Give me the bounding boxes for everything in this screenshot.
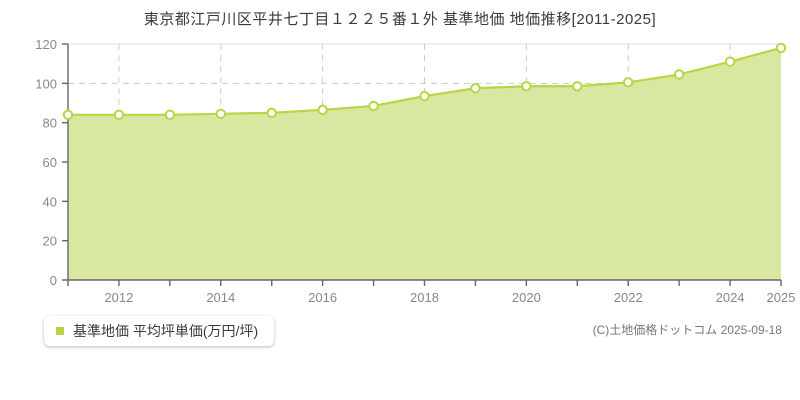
legend-swatch-icon: [56, 327, 64, 335]
chart-legend[interactable]: 基準地価 平均坪単価(万円/坪): [44, 316, 275, 346]
data-point-marker[interactable]: [521, 81, 532, 92]
y-axis-tick-label: 80: [43, 116, 57, 131]
x-axis-tick-label: 2016: [308, 290, 337, 305]
data-point-marker[interactable]: [775, 42, 787, 54]
data-point-marker[interactable]: [572, 81, 583, 92]
x-axis-tick-label: 2012: [104, 290, 133, 305]
data-point-marker[interactable]: [623, 77, 634, 88]
y-axis-tick-label: 120: [35, 37, 57, 52]
data-point-marker[interactable]: [164, 109, 176, 121]
x-axis-tick-label: 2014: [206, 290, 235, 305]
legend-series-label: 基準地価 平均坪単価(万円/坪): [73, 323, 259, 339]
x-axis-tick-label: 2022: [614, 290, 643, 305]
copyright-credit: (C)土地価格ドットコム 2025-09-18: [592, 323, 782, 337]
series-area-fill: [68, 47, 781, 281]
y-axis-tick-label: 20: [43, 234, 57, 249]
y-axis-tick-label: 0: [50, 273, 57, 288]
x-axis-tick-label: 2018: [410, 290, 439, 305]
x-axis-tick-label: 2025: [767, 290, 796, 305]
x-axis-tick-label: 2024: [716, 290, 745, 305]
data-point-marker[interactable]: [215, 108, 226, 120]
y-axis-tick-label: 100: [35, 76, 57, 91]
y-axis-tick-label: 60: [43, 155, 57, 170]
x-axis-tick-label: 2020: [512, 290, 541, 305]
y-axis-tick-label: 40: [43, 194, 57, 209]
data-point-marker[interactable]: [368, 100, 379, 112]
data-point-marker[interactable]: [113, 109, 125, 121]
data-point-marker[interactable]: [317, 104, 328, 116]
data-point-marker[interactable]: [470, 83, 481, 94]
chart-title: 東京都江戸川区平井七丁目１２２５番１外 基準地価 地価推移[2011-2025]: [143, 11, 657, 28]
data-point-marker[interactable]: [62, 109, 74, 121]
data-point-marker[interactable]: [724, 56, 736, 67]
data-point-marker[interactable]: [673, 69, 685, 80]
data-point-marker[interactable]: [266, 107, 277, 119]
data-point-marker[interactable]: [419, 90, 430, 102]
